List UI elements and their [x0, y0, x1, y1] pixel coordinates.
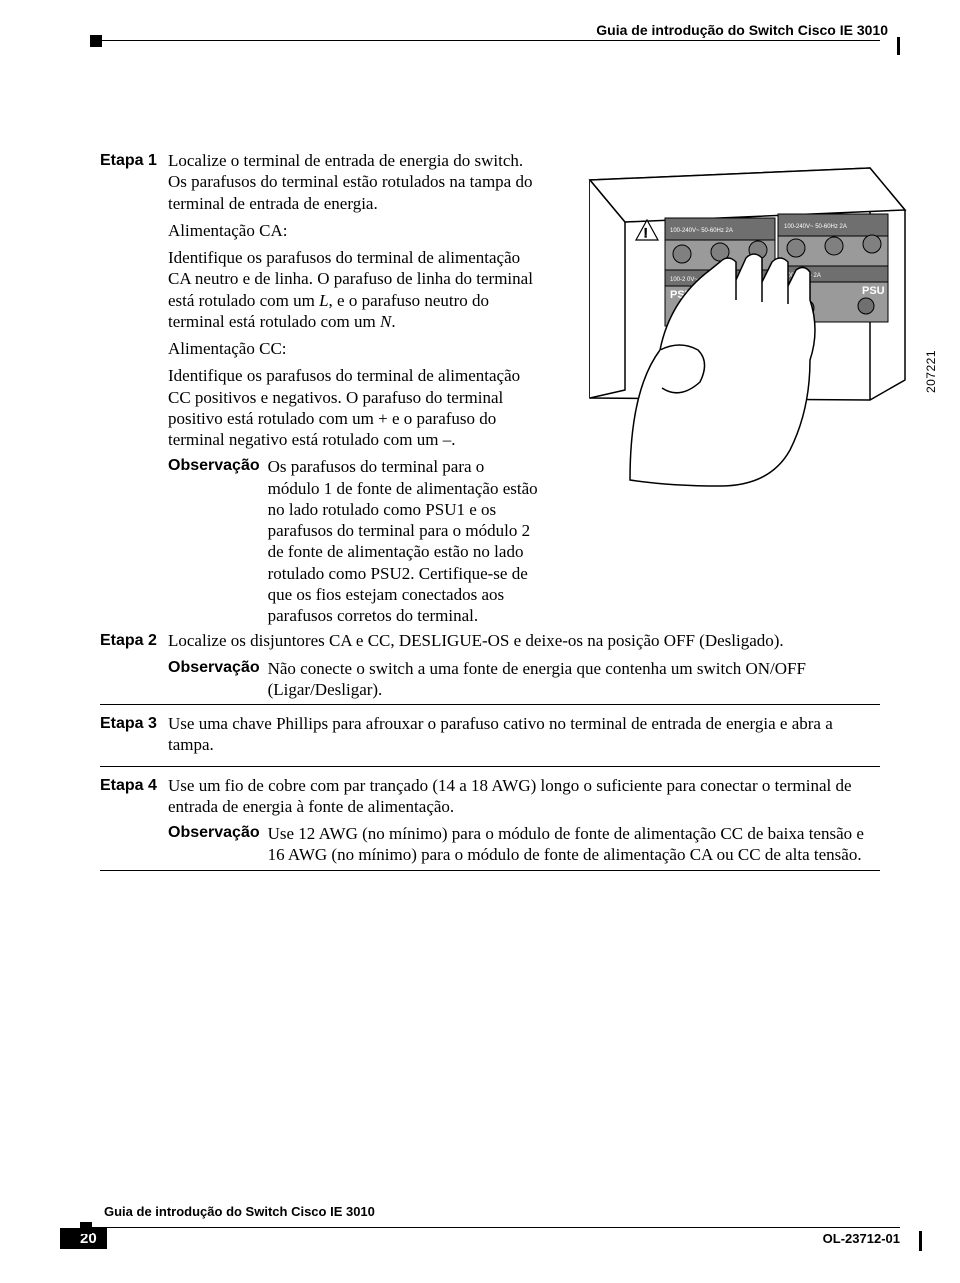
step-1-body: Localize o terminal de entrada de energi…	[168, 150, 880, 626]
step-1-cc-label: Alimentação CC:	[168, 338, 538, 359]
observation-label: Observação	[168, 823, 260, 866]
spec-text-1: 100-240V~ 50-60Hz 2A	[670, 228, 733, 234]
page-header: Guia de introdução do Switch Cisco IE 30…	[100, 40, 880, 80]
step-3-text: Use uma chave Phillips para afrouxar o p…	[168, 713, 880, 756]
footer-rule	[80, 1227, 900, 1228]
step-4-body: Use um fio de cobre com par trançado (14…	[168, 775, 880, 866]
step-1-ca-label: Alimentação CA:	[168, 220, 538, 241]
step-3: Etapa 3 Use uma chave Phillips para afro…	[100, 713, 880, 762]
step-4-text: Use um fio de cobre com par trançado (14…	[168, 775, 880, 818]
step-1-cc-text: Identifique os parafusos do terminal de …	[168, 365, 538, 450]
step-separator	[100, 704, 880, 705]
step-1-figure: ! Cisco PSU1 PSU	[554, 150, 880, 626]
psu2-label: PSU	[862, 285, 885, 297]
footer-square-ornament	[80, 1222, 92, 1234]
observation-text: Use 12 AWG (no mínimo) para o módulo de …	[268, 823, 880, 866]
step-separator	[100, 766, 880, 767]
step-4-observation: Observação Use 12 AWG (no mínimo) para o…	[168, 823, 880, 866]
spec-text-2: 100-240V~ 50-60Hz 2A	[784, 224, 847, 230]
footer-title: Guia de introdução do Switch Cisco IE 30…	[104, 1204, 900, 1219]
footer-bottom-row: 20 OL-23712-01	[80, 1228, 900, 1249]
cisco-label: Cisco	[630, 260, 653, 270]
step-1-intro: Localize o terminal de entrada de energi…	[168, 150, 538, 214]
step-1-ca-text: Identifique os parafusos do terminal de …	[168, 247, 538, 332]
observation-label: Observação	[168, 456, 260, 626]
step-1-observation: Observação Os parafusos do terminal para…	[168, 456, 538, 626]
step-4-label: Etapa 4	[100, 775, 168, 866]
content-area: Etapa 1 Localize o terminal de entrada d…	[100, 150, 880, 871]
step-3-body: Use uma chave Phillips para afrouxar o p…	[168, 713, 880, 762]
svg-text:!: !	[644, 226, 647, 240]
step-3-label: Etapa 3	[100, 713, 168, 762]
header-title: Guia de introdução do Switch Cisco IE 30…	[596, 22, 888, 38]
step-2: Etapa 2 Localize os disjuntores CA e CC,…	[100, 630, 880, 700]
terminal-illustration: ! Cisco PSU1 PSU	[570, 150, 910, 490]
figure-code: 207221	[924, 350, 939, 393]
step-1: Etapa 1 Localize o terminal de entrada d…	[100, 150, 880, 626]
header-rule	[100, 40, 880, 41]
observation-label: Observação	[168, 658, 260, 701]
footer-right-bar	[919, 1231, 922, 1251]
page-footer: Guia de introdução do Switch Cisco IE 30…	[80, 1222, 900, 1249]
step-2-label: Etapa 2	[100, 630, 168, 700]
observation-text: Os parafusos do terminal para o módulo 1…	[268, 456, 538, 626]
header-right-bar	[897, 37, 900, 55]
step-2-observation: Observação Não conecte o switch a uma fo…	[168, 658, 880, 701]
document-code: OL-23712-01	[823, 1231, 900, 1246]
step-2-text: Localize os disjuntores CA e CC, DESLIGU…	[168, 630, 880, 651]
step-4: Etapa 4 Use um fio de cobre com par tran…	[100, 775, 880, 866]
step-2-body: Localize os disjuntores CA e CC, DESLIGU…	[168, 630, 880, 700]
step-separator	[100, 870, 880, 871]
step-1-text-column: Localize o terminal de entrada de energi…	[168, 150, 538, 626]
page: Guia de introdução do Switch Cisco IE 30…	[0, 0, 960, 1283]
header-square-ornament	[90, 35, 102, 47]
step-1-label: Etapa 1	[100, 150, 168, 626]
observation-text: Não conecte o switch a uma fonte de ener…	[268, 658, 880, 701]
